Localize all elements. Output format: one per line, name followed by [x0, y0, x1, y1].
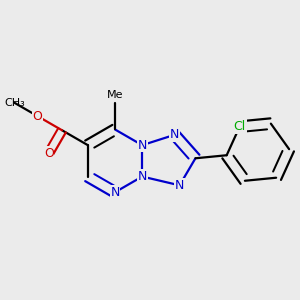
Text: O: O [44, 147, 54, 160]
Text: N: N [170, 128, 179, 141]
Text: N: N [137, 170, 147, 183]
Text: N: N [110, 186, 120, 199]
Text: N: N [175, 179, 184, 192]
Text: O: O [33, 110, 43, 123]
Text: Me: Me [107, 90, 123, 100]
Text: Cl: Cl [233, 120, 246, 133]
Text: N: N [137, 139, 147, 152]
Text: CH₃: CH₃ [4, 98, 25, 108]
